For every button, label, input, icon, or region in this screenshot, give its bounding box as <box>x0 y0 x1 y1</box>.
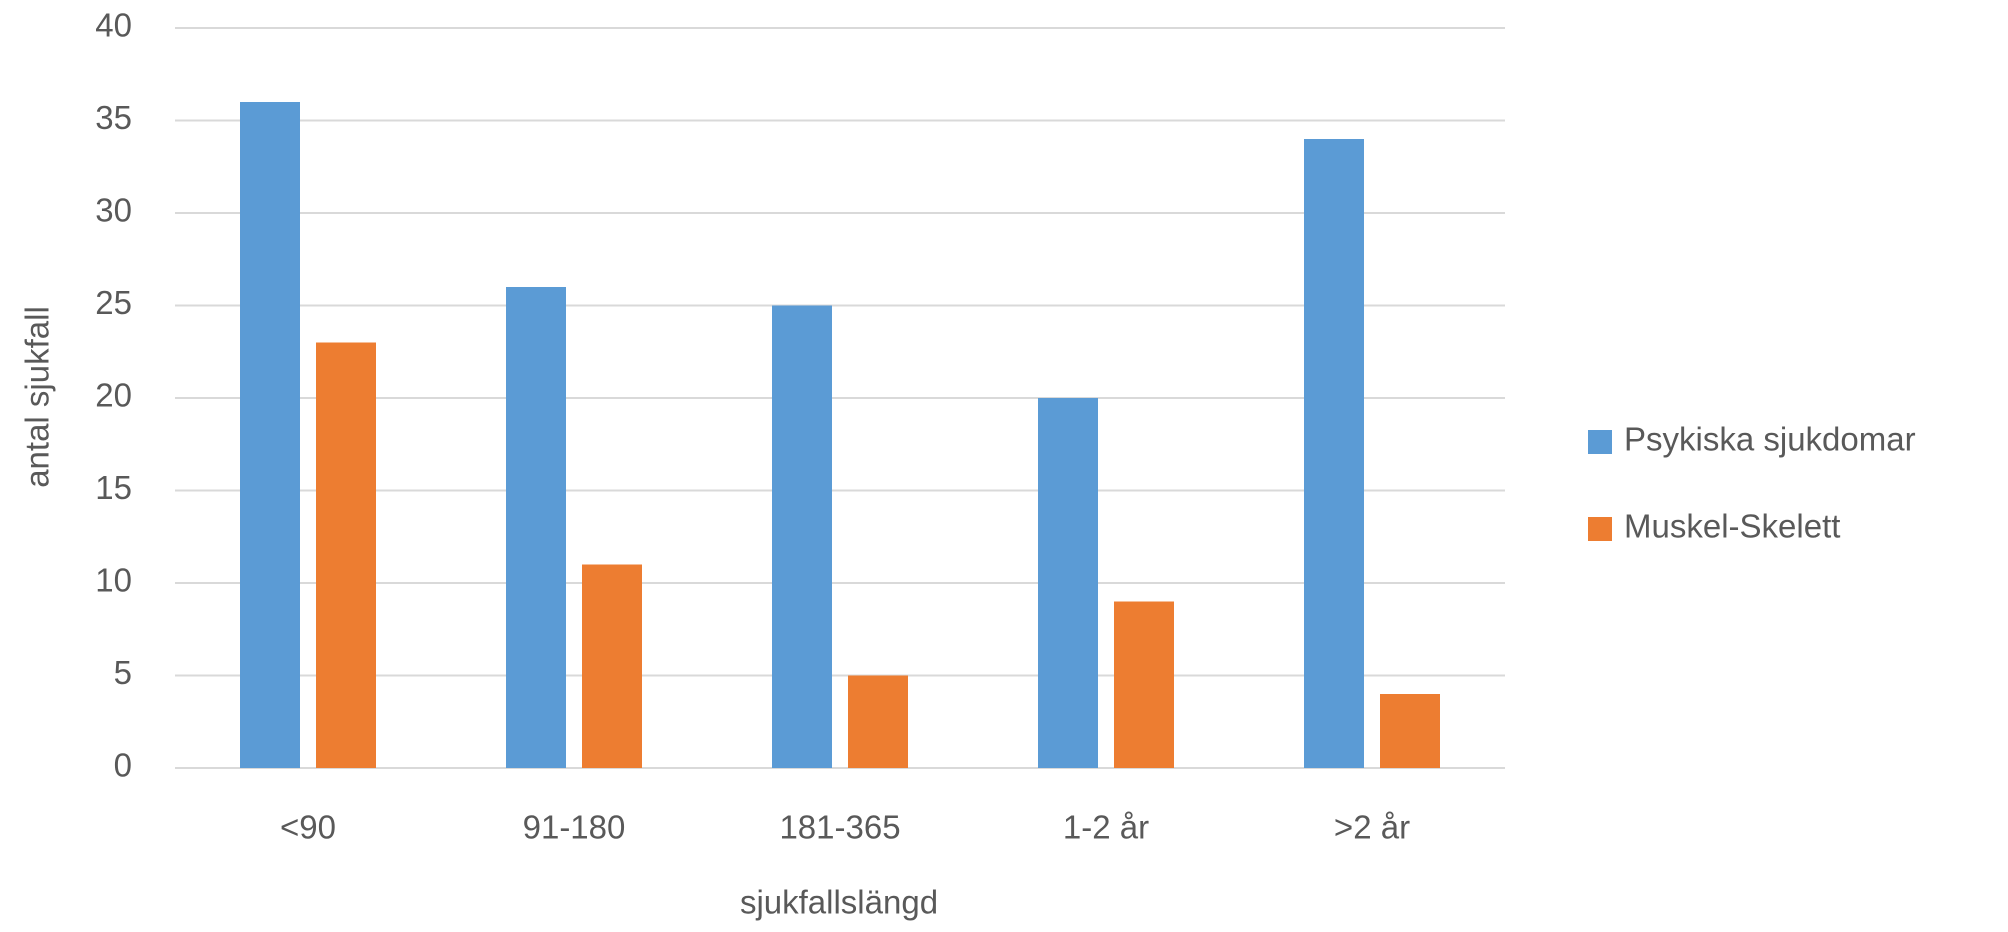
legend-label: Muskel-Skelett <box>1624 508 1840 545</box>
legend-swatch <box>1588 517 1612 541</box>
y-axis-label: antal sjukfall <box>19 306 56 488</box>
x-tick-label: 181-365 <box>779 809 900 846</box>
bar <box>1038 398 1098 768</box>
x-tick-label: 1-2 år <box>1063 809 1149 846</box>
y-tick-label: 40 <box>95 7 132 44</box>
bar <box>1380 694 1440 768</box>
bar <box>506 287 566 768</box>
y-tick-label: 20 <box>95 377 132 414</box>
y-tick-label: 35 <box>95 99 132 136</box>
x-tick-label: 91-180 <box>523 809 626 846</box>
bar <box>316 342 376 768</box>
legend-label: Psykiska sjukdomar <box>1624 421 1916 458</box>
bar <box>240 102 300 768</box>
y-tick-label: 30 <box>95 192 132 229</box>
y-tick-label: 15 <box>95 469 132 506</box>
bar <box>1304 139 1364 768</box>
y-tick-label: 5 <box>114 654 132 691</box>
y-tick-label: 10 <box>95 562 132 599</box>
y-tick-label: 0 <box>114 747 132 784</box>
bar <box>1114 601 1174 768</box>
x-tick-label: >2 år <box>1334 809 1410 846</box>
bar <box>582 564 642 768</box>
y-tick-label: 25 <box>95 284 132 321</box>
bar <box>772 305 832 768</box>
legend-swatch <box>1588 430 1612 454</box>
x-axis-label: sjukfallslängd <box>740 884 938 921</box>
x-tick-label: <90 <box>280 809 336 846</box>
bar <box>848 675 908 768</box>
